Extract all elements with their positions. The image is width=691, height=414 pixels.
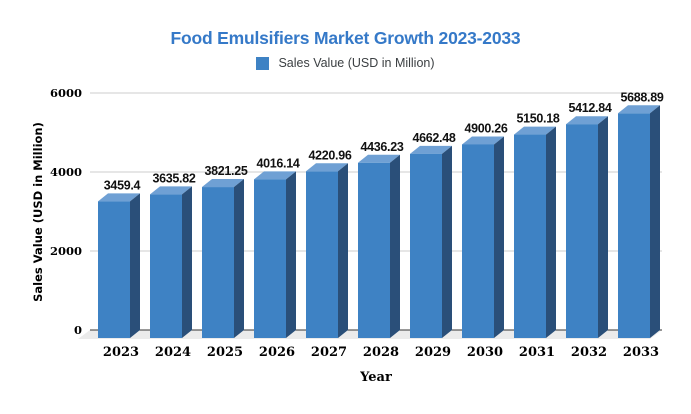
x-tick-label: 2024: [155, 345, 191, 360]
bar-top-face: [410, 145, 452, 154]
bar: [254, 179, 286, 338]
bar-side-face: [286, 171, 296, 338]
bar-top-face: [254, 171, 296, 180]
bar-side-face: [546, 126, 556, 338]
bar-value-label: 5150.18: [516, 112, 559, 126]
x-tick-label: 2030: [467, 345, 503, 360]
legend-swatch-icon: [256, 56, 270, 70]
bar-side-face: [494, 136, 504, 338]
bar-side-face: [598, 116, 608, 339]
bar-top-face: [514, 126, 556, 135]
bar-value-label: 3821.25: [204, 164, 247, 178]
x-axis-title: Year: [359, 370, 392, 385]
bar-value-label: 4220.96: [308, 148, 351, 162]
bar-side-face: [650, 105, 660, 338]
bar-top-face: [358, 154, 400, 163]
bar-side-face: [338, 163, 348, 338]
bar-value-label: 4900.26: [464, 121, 507, 135]
chart-title: Food Emulsifiers Market Growth 2023-2033: [170, 28, 521, 48]
bar-value-label: 3459.4: [104, 178, 141, 192]
bar-top-face: [306, 163, 348, 172]
bar-side-face: [234, 179, 244, 338]
y-tick-label: 6000: [50, 86, 82, 100]
bar: [358, 162, 390, 338]
bar-value-label: 5688.89: [620, 90, 663, 104]
bar-top-face: [462, 136, 504, 145]
bar-side-face: [130, 193, 140, 338]
bar: [618, 113, 650, 338]
y-tick-label: 4000: [50, 165, 82, 179]
bar-top-face: [566, 116, 608, 125]
x-tick-label: 2032: [571, 345, 607, 360]
bar-side-face: [390, 154, 400, 338]
y-tick-label: 2000: [50, 244, 82, 258]
x-tick-label: 2025: [207, 345, 243, 360]
x-tick-label: 2029: [415, 345, 451, 360]
bar-value-label: 3635.82: [152, 171, 195, 185]
y-axis-title: Sales Value (USD in Million): [31, 122, 45, 302]
x-tick-label: 2023: [103, 345, 139, 360]
bar: [306, 171, 338, 338]
x-tick-label: 2026: [259, 345, 295, 360]
bar-side-face: [182, 186, 192, 338]
legend-label: Sales Value (USD in Million): [278, 56, 435, 70]
y-tick-label: 0: [74, 323, 82, 337]
x-tick-label: 2027: [311, 345, 347, 360]
x-tick-label: 2033: [623, 345, 659, 360]
bar-value-label: 5412.84: [568, 101, 611, 115]
legend: Sales Value (USD in Million): [0, 56, 691, 70]
bar: [202, 187, 234, 338]
bar: [150, 194, 182, 338]
bar-value-label: 4662.48: [412, 131, 455, 145]
x-tick-label: 2028: [363, 345, 399, 360]
bar: [566, 124, 598, 339]
bar: [514, 134, 546, 338]
bar-side-face: [442, 145, 452, 338]
x-tick-label: 2031: [519, 345, 555, 360]
bar-top-face: [98, 193, 140, 202]
bar-top-face: [150, 186, 192, 195]
bar: [410, 153, 442, 338]
bar-top-face: [618, 105, 660, 114]
bar-value-label: 4436.23: [360, 140, 403, 154]
bar: [98, 201, 130, 338]
bar-value-label: 4016.14: [256, 156, 299, 170]
bar-top-face: [202, 179, 244, 188]
bar: [462, 144, 494, 338]
